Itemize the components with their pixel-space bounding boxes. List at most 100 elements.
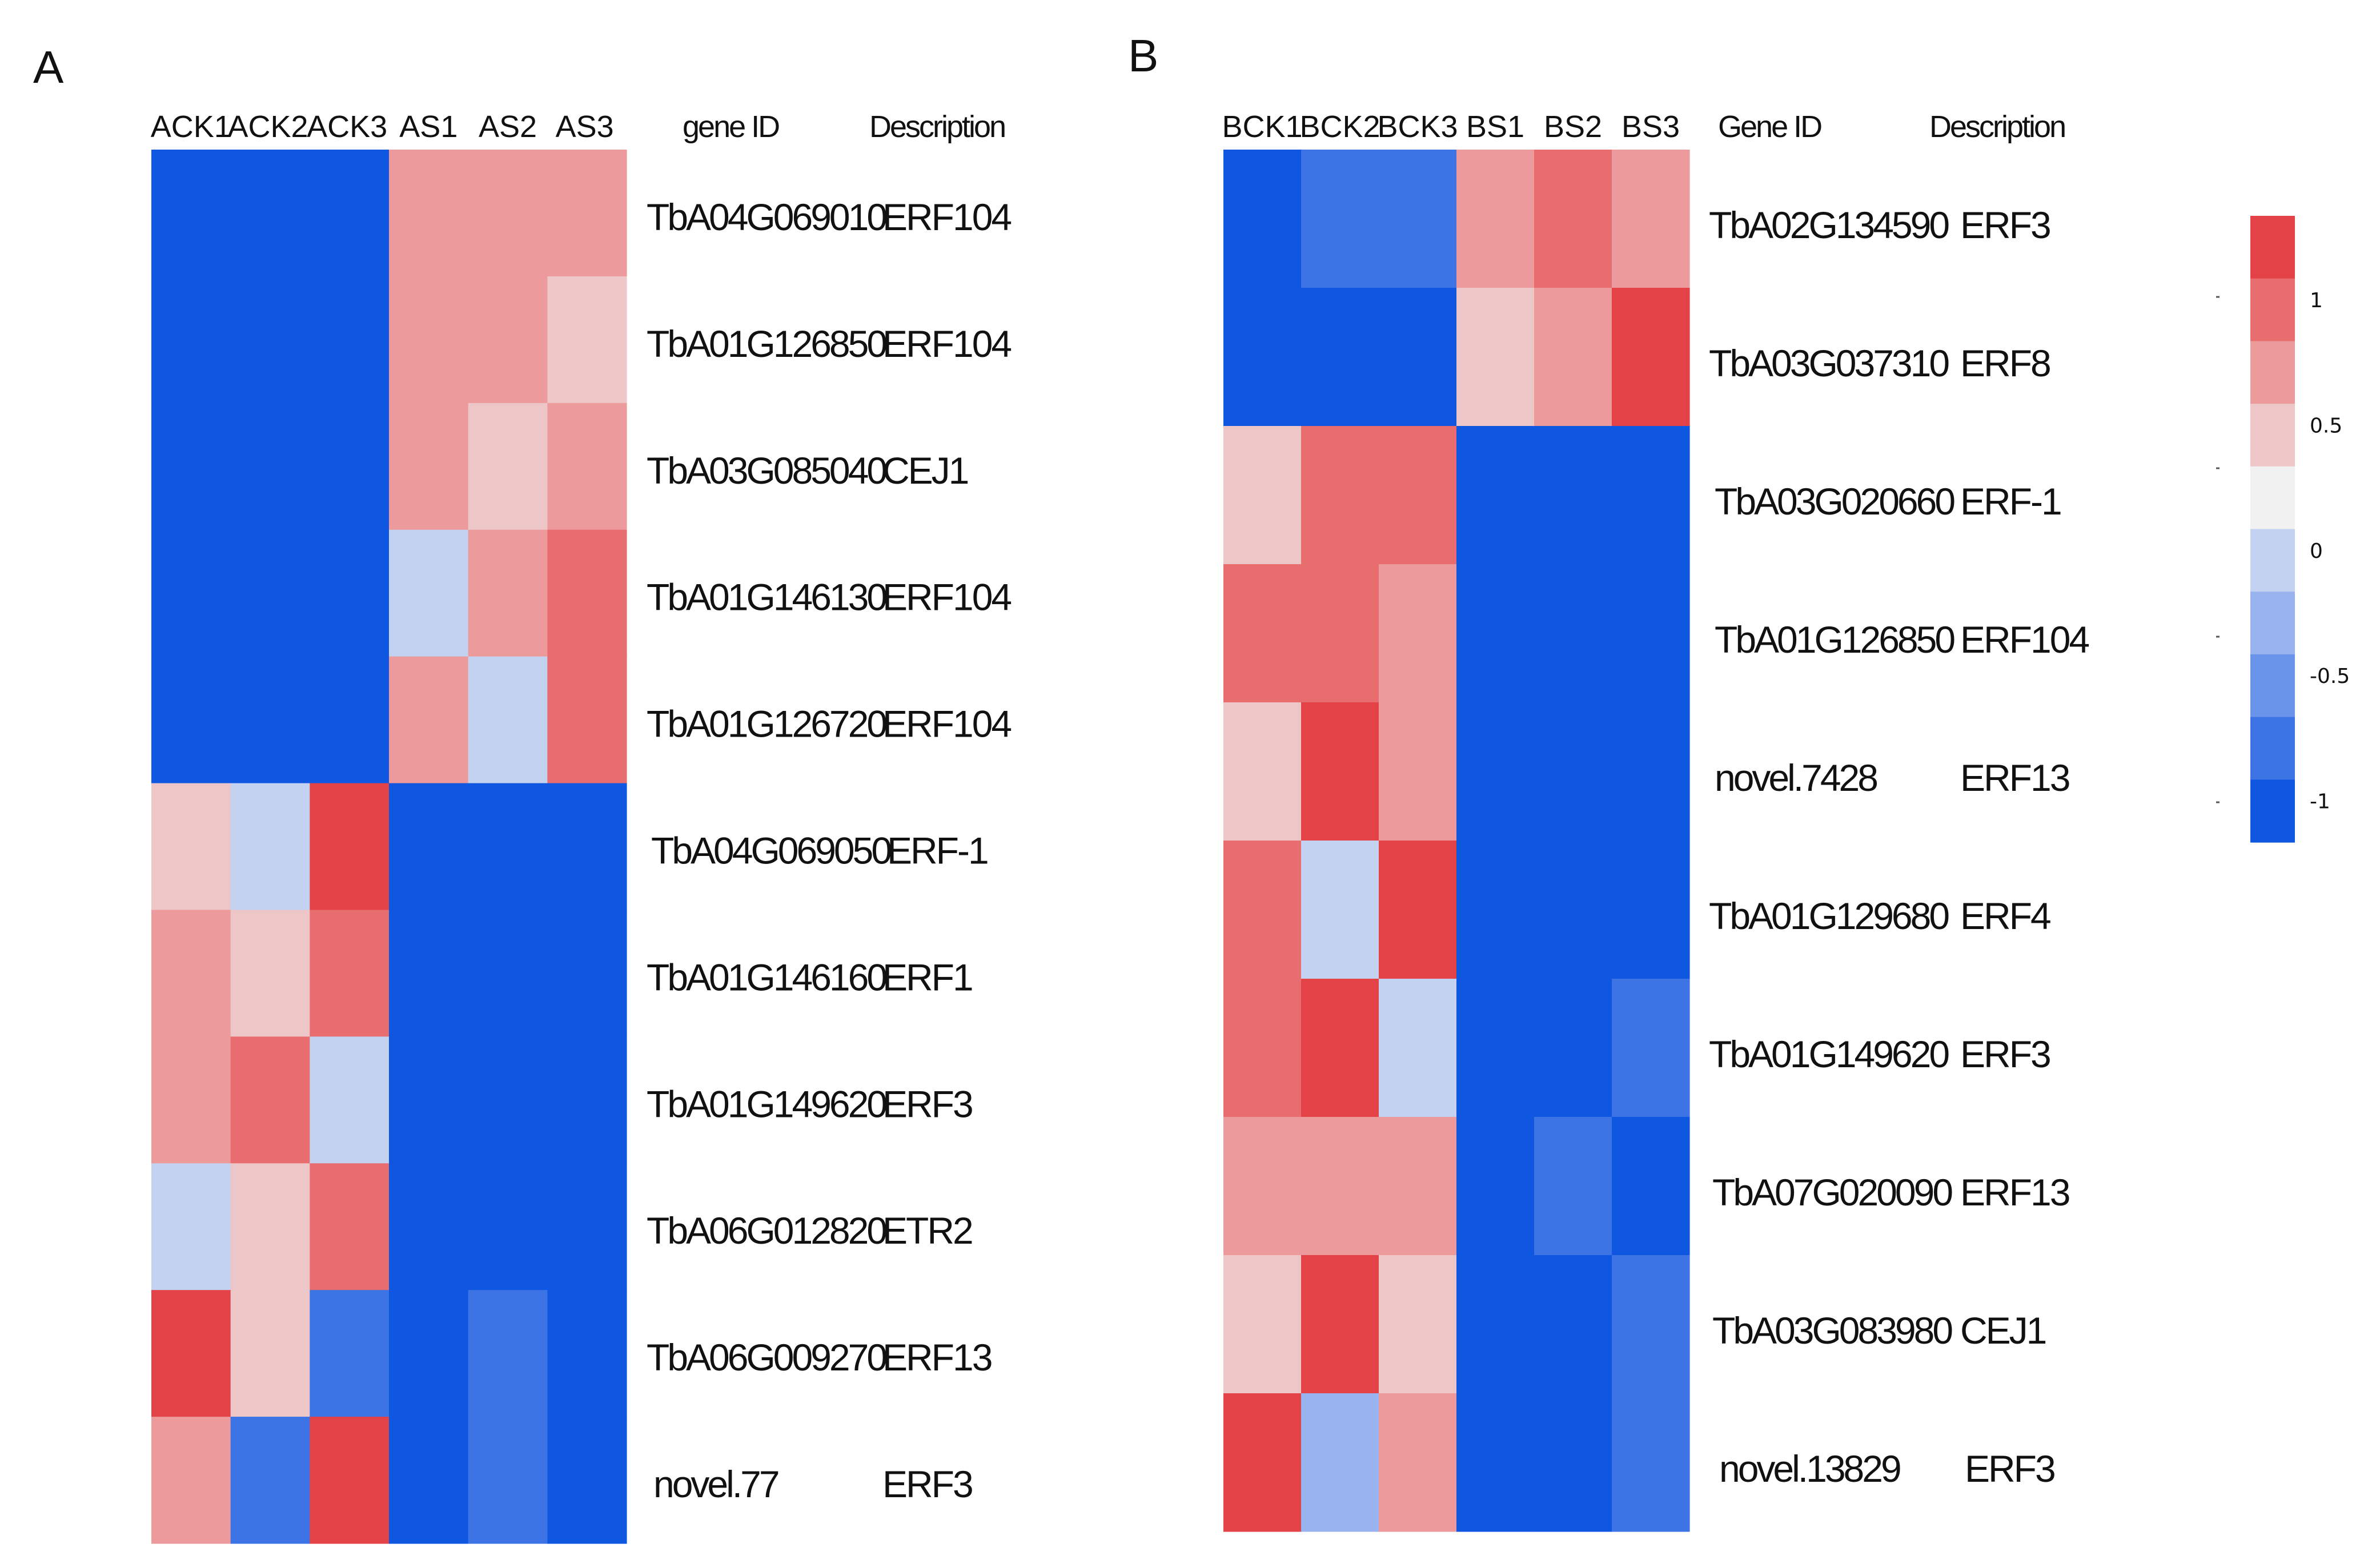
heatmap-cell xyxy=(1612,426,1690,565)
heatmap-cell xyxy=(310,529,390,657)
row-description: ERF-1 xyxy=(1960,480,2061,522)
row-description: ERF104 xyxy=(1960,618,2089,661)
row-description: CEJ1 xyxy=(882,449,968,492)
heatmap-cell xyxy=(1612,564,1690,703)
legend-swatch xyxy=(2250,404,2295,467)
heatmap-cell xyxy=(1301,702,1379,841)
row-description: CEJ1 xyxy=(1960,1309,2046,1352)
heatmap-cell xyxy=(468,150,548,277)
row-gene-id: TbA06G012820 xyxy=(647,1209,886,1252)
row-description: ERF1 xyxy=(882,956,972,998)
legend-tick-label: 1 xyxy=(2310,289,2323,312)
column-label: ACK2 xyxy=(227,110,308,144)
heatmap-cell xyxy=(1612,702,1690,841)
row-gene-id: TbA01G129680 xyxy=(1709,895,1949,937)
column-label: AS3 xyxy=(556,110,614,144)
legend-swatch xyxy=(2250,216,2295,279)
heatmap-cell xyxy=(468,1417,548,1544)
row-gene-id: TbA03G085040 xyxy=(647,449,886,492)
heatmap-cell xyxy=(1456,702,1535,841)
row-description: ERF4 xyxy=(1960,895,2050,937)
heatmap-cell xyxy=(230,403,310,530)
heatmap-cell xyxy=(468,1290,548,1417)
heatmap-cell xyxy=(151,276,231,404)
heatmap-cell xyxy=(310,276,390,404)
heatmap-cell xyxy=(230,1290,310,1417)
row-description: ERF3 xyxy=(1965,1448,2054,1490)
heatmap-cell xyxy=(1534,288,1612,427)
row-description: ERF3 xyxy=(882,1463,972,1505)
heatmap-cell xyxy=(1456,426,1535,565)
row-gene-id: TbA01G126850 xyxy=(1715,618,1954,661)
heatmap-cell xyxy=(310,150,390,277)
panel-label: B xyxy=(1128,30,1158,81)
heatmap-cell xyxy=(1301,841,1379,979)
row-gene-id: TbA01G146130 xyxy=(647,576,886,618)
heatmap-cell xyxy=(389,1036,469,1164)
heatmap-cell xyxy=(547,150,627,277)
heatmap-cell xyxy=(1456,1393,1535,1532)
color-scale-legend: 1 0.5 0 -0.5 -1 xyxy=(2216,216,2350,843)
row-gene-id: TbA01G149620 xyxy=(647,1083,886,1125)
heatmap-cell xyxy=(389,656,469,784)
heatmap-cell xyxy=(1612,841,1690,979)
heatmap-cell xyxy=(1223,426,1302,565)
heatmap-cell xyxy=(1534,979,1612,1117)
heatmap-cell xyxy=(230,1036,310,1164)
heatmap-cell xyxy=(547,1290,627,1417)
heatmap-cell xyxy=(1456,1255,1535,1394)
legend-tick-label: 0.5 xyxy=(2310,414,2342,437)
heatmap-cell xyxy=(1379,1255,1457,1394)
column-label: AS1 xyxy=(399,110,457,144)
row-description: ERF104 xyxy=(882,576,1011,618)
heatmap-cell xyxy=(151,783,231,911)
heatmap-cell xyxy=(389,1417,469,1544)
row-gene-id: TbA04G069010 xyxy=(647,196,886,238)
heatmap-cell xyxy=(1223,1393,1302,1532)
heatmap-cell xyxy=(547,1163,627,1290)
heatmap-cell xyxy=(230,529,310,657)
row-gene-id: novel.13829 xyxy=(1719,1448,1900,1490)
heatmap-cell xyxy=(1612,288,1690,427)
heatmap-cell xyxy=(1379,150,1457,288)
legend-swatch xyxy=(2250,278,2295,341)
heatmap-cell xyxy=(1301,1117,1379,1256)
column-label: BCK2 xyxy=(1299,110,1380,144)
heatmap-cell xyxy=(1612,1255,1690,1394)
heatmap-cell xyxy=(310,910,390,1037)
heatmap-cell xyxy=(310,1036,390,1164)
heatmap-cell xyxy=(310,656,390,784)
row-gene-id: TbA03G020660 xyxy=(1715,480,1954,522)
row-description: ERF8 xyxy=(1960,342,2050,384)
heatmap-cell xyxy=(1379,841,1457,979)
heatmap-cell xyxy=(1379,1117,1457,1256)
row-description: ERF3 xyxy=(882,1083,972,1125)
heatmap-cell xyxy=(151,1417,231,1544)
heatmap-cell xyxy=(468,529,548,657)
heatmap-cell xyxy=(151,1163,231,1290)
heatmap-cell xyxy=(1301,564,1379,703)
legend-tick-label: -1 xyxy=(2310,790,2330,814)
row-gene-id: novel.7428 xyxy=(1715,757,1877,799)
legend-swatch xyxy=(2250,654,2295,718)
heatmap-cell xyxy=(310,1417,390,1544)
heatmap-cell xyxy=(1534,1393,1612,1532)
legend-tick-label: -0.5 xyxy=(2310,665,2350,688)
heatmap-cell xyxy=(1301,426,1379,565)
heatmap-cell xyxy=(1379,979,1457,1117)
heatmap-cell xyxy=(151,403,231,530)
heatmap-cell xyxy=(389,276,469,404)
heatmap-cell xyxy=(310,783,390,911)
heatmap-cell xyxy=(1223,564,1302,703)
heatmap-cell xyxy=(151,529,231,657)
heatmap-cell xyxy=(1223,841,1302,979)
heatmap-cell xyxy=(1301,288,1379,427)
heatmap-cell xyxy=(1534,1255,1612,1394)
row-description: ERF3 xyxy=(1960,204,2050,246)
heatmap-cell xyxy=(389,403,469,530)
heatmap-cell xyxy=(1456,150,1535,288)
heatmap-cell xyxy=(1612,979,1690,1117)
column-label: BS3 xyxy=(1622,110,1680,144)
heatmap-cell xyxy=(547,529,627,657)
